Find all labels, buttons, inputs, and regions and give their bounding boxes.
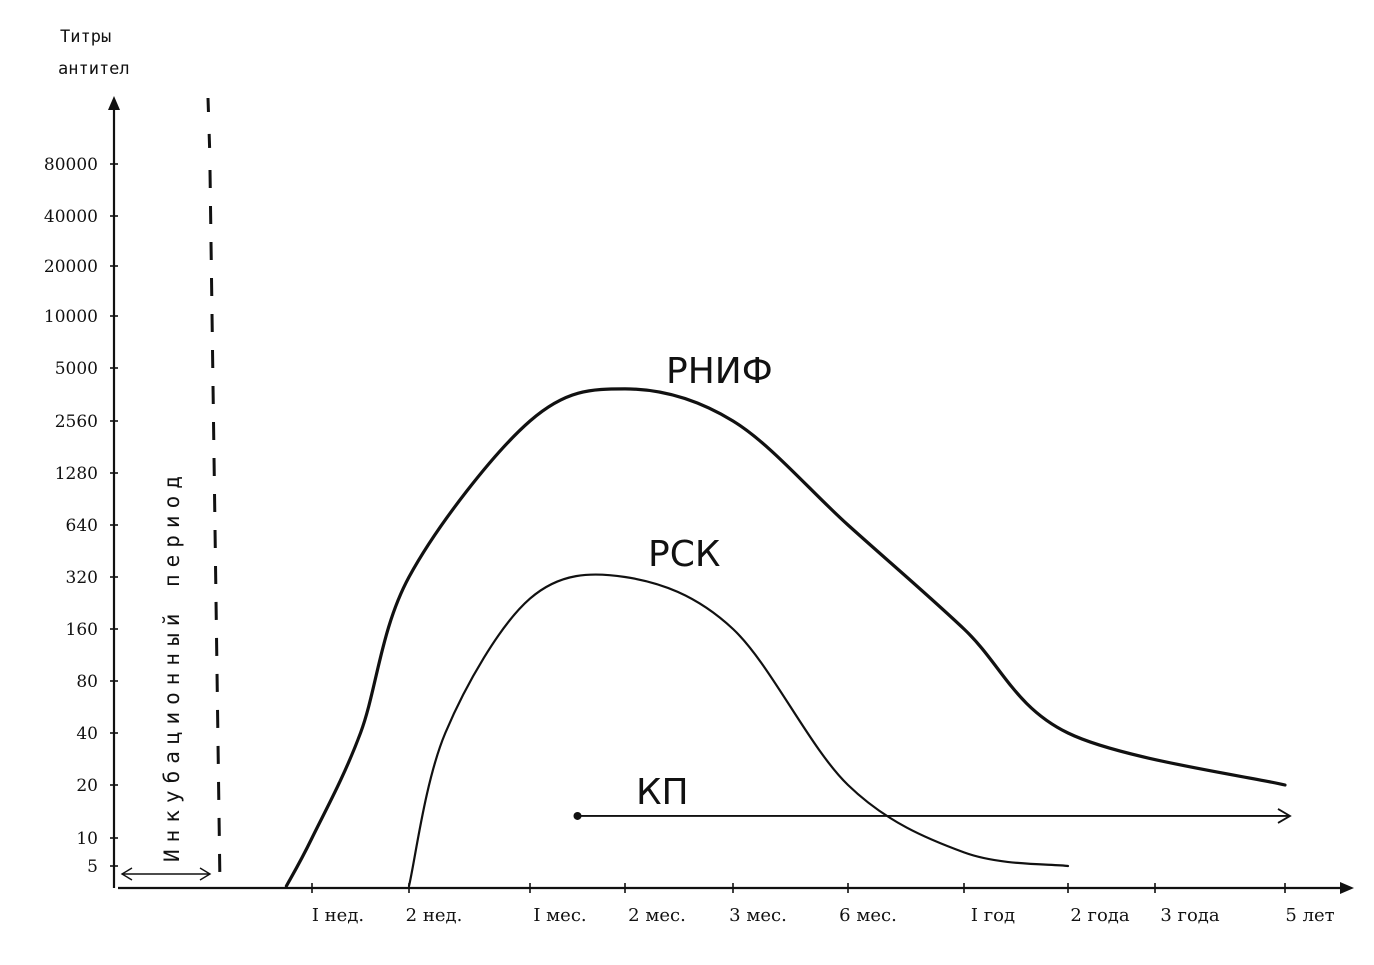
incubation-arrow-head-right (199, 867, 212, 881)
y-tick-label: 40 (76, 724, 98, 744)
x-tick-label: 5 лет (1285, 905, 1334, 926)
incubation-boundary-upper (206, 97, 212, 161)
y-tick-label: 80 (76, 672, 98, 692)
y-tick-label: 40000 (44, 207, 98, 227)
x-tick-label: 2 мес. (628, 905, 686, 926)
y-tick-label: 10 (76, 829, 98, 849)
y-axis-title-line1: Титры (60, 27, 111, 47)
y-tick-label: 20 (76, 776, 98, 796)
x-tick-label: 3 мес. (729, 905, 787, 926)
x-axis-ticks: I нед. 2 нед. I мес. 2 мес. 3 мес. 6 мес. I го… (311, 883, 1335, 926)
incubation-arrow-head-left (120, 867, 133, 881)
x-tick-label: 6 мес. (839, 905, 897, 926)
x-tick-label: 2 нед. (406, 905, 463, 926)
x-tick-label: I год (971, 905, 1015, 926)
y-tick-label: 320 (66, 568, 98, 588)
y-axis-ticks: 80000 40000 20000 10000 5000 2560 1280 640 320 16… (44, 155, 118, 877)
series-label-rnif: РНИФ (666, 351, 773, 392)
y-tick-label: 640 (66, 516, 98, 536)
series-line-rnif (284, 387, 1287, 888)
y-tick-label: 20000 (44, 257, 98, 277)
incubation-boundary-line (208, 169, 222, 887)
series-kp-arrow-head (1277, 808, 1292, 824)
y-tick-label: 1280 (55, 464, 98, 484)
series-kp-start-dot (573, 811, 582, 820)
x-tick-label: I мес. (533, 905, 586, 926)
series-label-kp: КП (636, 772, 689, 813)
y-tick-label: 80000 (44, 155, 98, 175)
x-tick-label: 2 года (1070, 905, 1130, 926)
y-axis-arrow (108, 96, 120, 110)
y-tick-label: 5 (87, 857, 98, 877)
x-axis-arrow (1340, 882, 1354, 894)
y-tick-label: 160 (66, 620, 98, 640)
x-tick-label: I нед. (312, 905, 364, 926)
series-label-rsk: РСК (648, 534, 720, 575)
x-tick-label: 3 года (1160, 905, 1220, 926)
y-tick-label: 10000 (44, 307, 98, 327)
y-tick-label: 2560 (55, 412, 98, 432)
y-tick-label: 5000 (55, 359, 98, 379)
y-axis-title-line2: антител (58, 59, 130, 79)
series-line-rsk (407, 573, 1070, 888)
incubation-period-label: Инкубационный период (160, 469, 184, 862)
